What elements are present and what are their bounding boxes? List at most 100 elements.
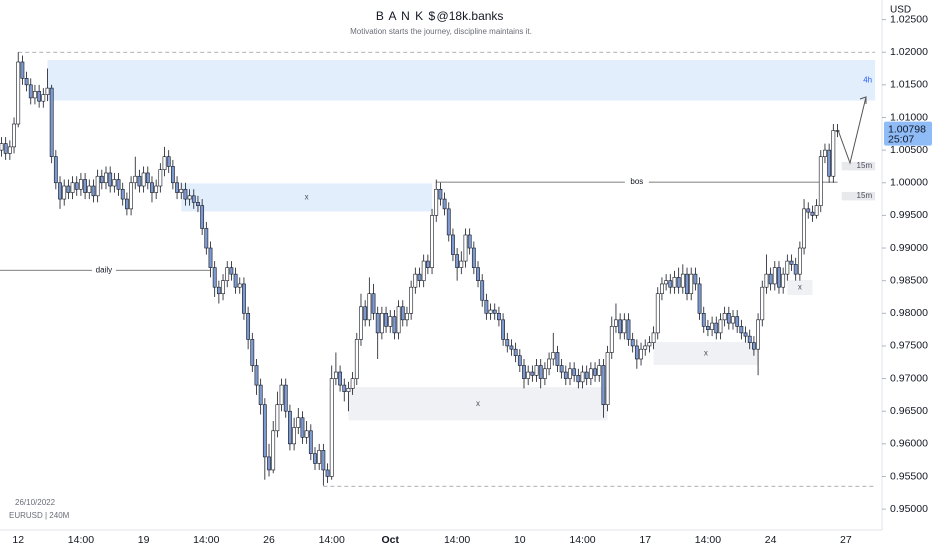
candle-body <box>246 313 251 340</box>
y-tick-label: 1.01500 <box>890 79 928 91</box>
x-tick-label: 14:00 <box>569 534 595 546</box>
candle-body <box>145 172 150 184</box>
candle-body <box>20 61 25 79</box>
candle-body <box>392 316 397 334</box>
candle-body <box>802 208 806 249</box>
candle-body <box>304 430 309 438</box>
candle-body <box>417 273 422 281</box>
candle-body <box>647 342 652 347</box>
candle-body <box>455 254 460 268</box>
candle-body <box>229 267 234 275</box>
candle-body <box>747 335 752 343</box>
candle-body <box>534 365 539 376</box>
candle-body <box>154 185 159 193</box>
y-tick-label: 0.98500 <box>890 274 928 286</box>
candle-body <box>739 326 744 334</box>
candle-body <box>79 179 83 190</box>
candle-body <box>706 326 710 330</box>
candle-body <box>120 188 125 200</box>
level-label: bos <box>630 177 643 186</box>
candle-body <box>463 234 468 262</box>
candle-body <box>367 293 372 321</box>
candle-body <box>797 247 802 275</box>
candle-body <box>689 273 694 295</box>
candle-body <box>555 352 560 366</box>
candle-body <box>421 260 426 281</box>
chart-subtitle: Motivation starts the journey, disciplin… <box>350 27 532 36</box>
candle-body <box>497 313 501 321</box>
candle-body <box>756 319 760 350</box>
zone <box>787 280 813 296</box>
candle-body <box>814 205 819 216</box>
zone-label: x <box>704 349 708 358</box>
candle-body <box>271 430 276 471</box>
y-tick-label: 1.00500 <box>890 144 928 156</box>
candle-body <box>162 156 167 171</box>
candle-body <box>166 156 171 167</box>
axes: 0.95000 0.95500 0.96000 0.96500 0.97000 0.975… <box>12 13 932 546</box>
candle-body <box>129 182 133 210</box>
candle-body <box>409 286 414 314</box>
candle-body <box>292 427 297 445</box>
date-label: 26/10/2022 <box>15 498 56 507</box>
symbol-label: EURUSD | 240M <box>9 511 70 520</box>
x-tick-label: Oct <box>381 534 399 546</box>
y-tick-label: 0.99000 <box>890 242 928 254</box>
candle-body <box>28 84 33 99</box>
zone <box>653 342 759 365</box>
candle-body <box>200 205 205 229</box>
candle-body <box>509 345 514 350</box>
candle-body <box>430 215 434 268</box>
candle-body <box>354 339 359 379</box>
candle-body <box>83 179 88 193</box>
candle-body <box>655 293 660 334</box>
candle-body <box>33 91 37 99</box>
y-tick-label: 0.96500 <box>890 405 928 417</box>
candle-body <box>605 352 610 405</box>
candle-body <box>338 371 342 386</box>
candle-body <box>37 91 42 102</box>
candle-body <box>668 280 673 288</box>
candle-body <box>685 273 689 295</box>
candle-body <box>772 267 777 285</box>
y-tick-label: 0.95500 <box>890 470 928 482</box>
candle-body <box>158 169 163 187</box>
candle-body <box>584 371 589 379</box>
x-tick-label: 26 <box>263 534 275 546</box>
candle-body <box>710 322 715 330</box>
candle-body <box>384 313 388 327</box>
projection-arrowhead <box>859 96 867 104</box>
candle-body <box>196 202 200 206</box>
candle-body <box>321 450 326 471</box>
levels: daily bos <box>0 51 876 487</box>
x-tick-label: 24 <box>765 534 777 546</box>
candle-body <box>714 322 719 334</box>
candle-body <box>622 319 627 334</box>
candle-body <box>731 316 735 324</box>
candle-body <box>743 332 748 337</box>
candle-body <box>505 339 510 347</box>
candle-body <box>777 267 781 288</box>
candle-body <box>216 286 221 295</box>
x-tick-label: 17 <box>639 534 651 546</box>
candle-body <box>597 365 602 376</box>
candle-body <box>522 365 526 379</box>
candle-body <box>785 260 790 275</box>
x-tick-label: 10 <box>514 534 526 546</box>
zone-label: x <box>305 193 309 202</box>
level-label-bg <box>624 177 649 188</box>
candle-body <box>726 313 731 324</box>
candle-body <box>609 326 614 353</box>
candle-body <box>396 306 401 334</box>
candle-body <box>651 332 656 343</box>
candle-body <box>425 260 430 268</box>
projection-arrow <box>837 96 867 165</box>
candle-body <box>459 260 464 268</box>
x-tick-label: 14:00 <box>193 534 219 546</box>
candle-body <box>476 267 480 281</box>
candle-body <box>542 368 547 379</box>
candle-body <box>568 368 572 379</box>
zone <box>841 191 876 201</box>
candle-body <box>24 78 29 86</box>
candle-body <box>150 182 154 193</box>
